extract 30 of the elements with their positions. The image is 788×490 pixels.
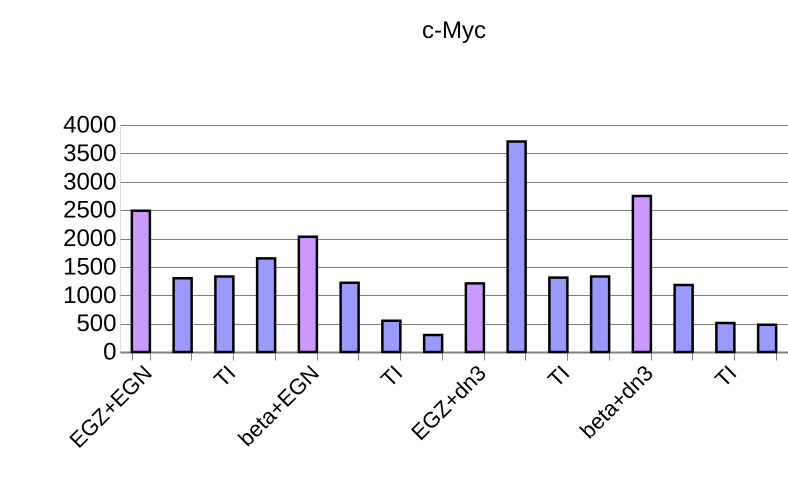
bar <box>130 209 152 354</box>
x-tick-label: TI <box>376 360 408 392</box>
bar <box>172 276 193 354</box>
bar <box>548 276 569 354</box>
bar <box>422 334 444 354</box>
x-tick-label: TI <box>710 360 742 392</box>
bar <box>464 282 486 354</box>
y-tick-label: 1500 <box>63 253 116 280</box>
y-tick-label: 3500 <box>63 140 116 167</box>
y-tick-label: 1000 <box>63 282 116 309</box>
x-tick-label: TI <box>208 360 240 392</box>
y-tick-label: 3000 <box>63 168 116 196</box>
bar <box>214 275 235 354</box>
bar <box>506 140 527 354</box>
bar <box>756 324 778 354</box>
y-tick-label: 0 <box>103 338 116 366</box>
bar <box>673 284 694 354</box>
bar <box>339 282 360 354</box>
bar <box>590 275 610 354</box>
bar <box>632 194 652 354</box>
y-tick-label: 2500 <box>63 196 116 224</box>
y-tick-label: 2000 <box>63 225 116 252</box>
bar <box>298 236 318 354</box>
y-tick-label: 500 <box>76 310 116 338</box>
bar <box>715 322 736 354</box>
bar <box>256 257 276 354</box>
y-tick-label: 4000 <box>63 112 116 138</box>
bar <box>381 320 402 354</box>
chart-title: c-Myc <box>422 17 486 44</box>
x-tick-label: TI <box>542 360 574 392</box>
